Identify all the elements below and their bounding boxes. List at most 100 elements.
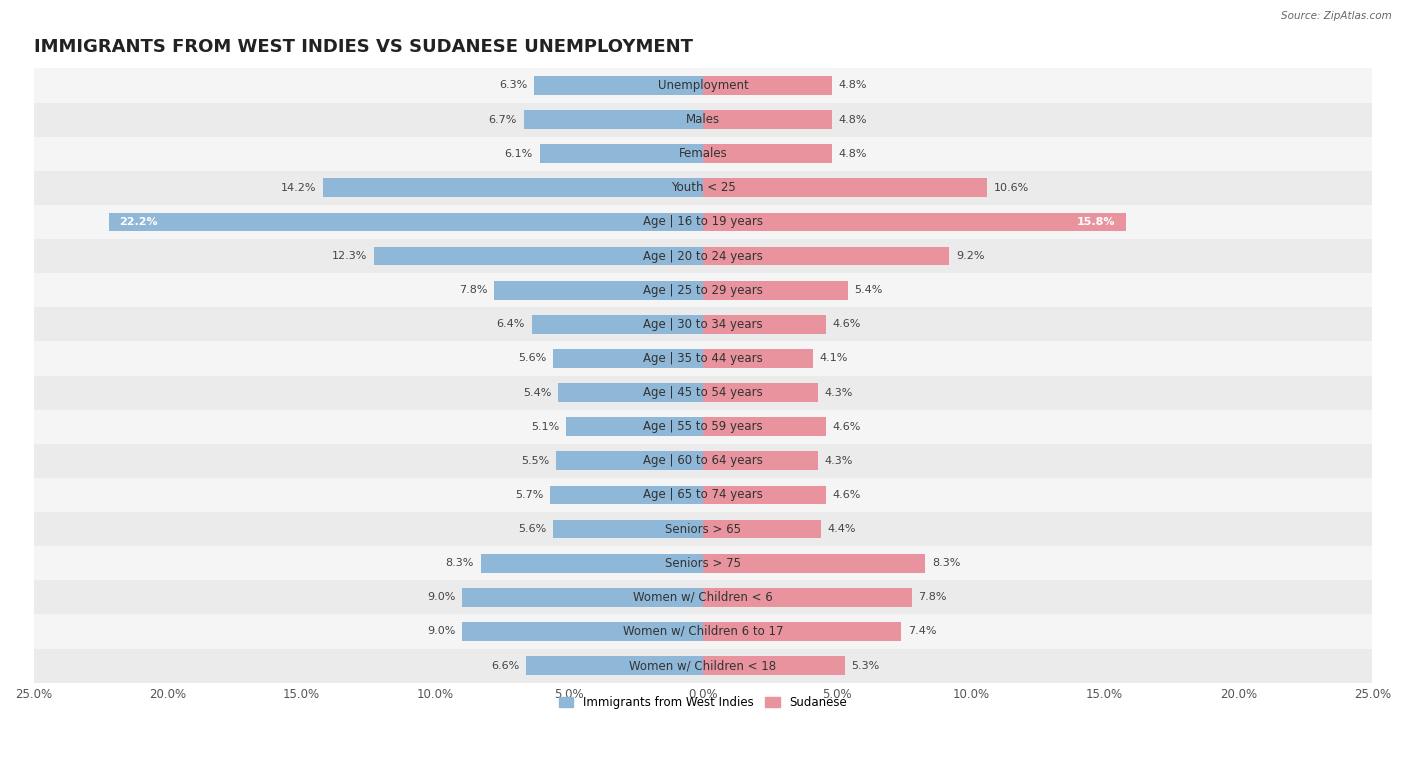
Text: Age | 45 to 54 years: Age | 45 to 54 years: [643, 386, 763, 399]
Text: 6.4%: 6.4%: [496, 319, 524, 329]
Text: 6.7%: 6.7%: [488, 114, 517, 125]
Bar: [540, 145, 703, 163]
Text: 7.8%: 7.8%: [458, 285, 488, 295]
Text: Age | 35 to 44 years: Age | 35 to 44 years: [643, 352, 763, 365]
Bar: [34, 410, 1372, 444]
Bar: [523, 111, 703, 129]
Bar: [34, 341, 1372, 375]
Bar: [463, 622, 703, 641]
Text: Seniors > 65: Seniors > 65: [665, 522, 741, 536]
Text: 8.3%: 8.3%: [446, 558, 474, 569]
Bar: [703, 622, 901, 641]
Bar: [555, 451, 703, 470]
Bar: [34, 239, 1372, 273]
Bar: [34, 478, 1372, 512]
Text: 15.8%: 15.8%: [1077, 217, 1115, 227]
Bar: [703, 349, 813, 368]
Bar: [558, 383, 703, 402]
Bar: [34, 512, 1372, 546]
Bar: [481, 554, 703, 572]
Bar: [553, 349, 703, 368]
Bar: [34, 444, 1372, 478]
Bar: [34, 273, 1372, 307]
Bar: [703, 281, 848, 300]
Bar: [703, 179, 987, 198]
Text: 4.8%: 4.8%: [838, 114, 866, 125]
Text: Youth < 25: Youth < 25: [671, 182, 735, 195]
Text: 7.4%: 7.4%: [908, 627, 936, 637]
Text: Women w/ Children < 18: Women w/ Children < 18: [630, 659, 776, 672]
Text: 5.4%: 5.4%: [855, 285, 883, 295]
Bar: [553, 520, 703, 538]
Text: Age | 55 to 59 years: Age | 55 to 59 years: [643, 420, 763, 433]
Bar: [550, 485, 703, 504]
Bar: [463, 588, 703, 606]
Text: Unemployment: Unemployment: [658, 79, 748, 92]
Bar: [526, 656, 703, 675]
Text: 5.3%: 5.3%: [852, 661, 880, 671]
Text: Age | 30 to 34 years: Age | 30 to 34 years: [643, 318, 763, 331]
Bar: [531, 315, 703, 334]
Bar: [703, 213, 1126, 232]
Bar: [34, 615, 1372, 649]
Bar: [703, 554, 925, 572]
Text: 4.3%: 4.3%: [825, 456, 853, 466]
Text: 9.0%: 9.0%: [427, 592, 456, 603]
Text: 9.0%: 9.0%: [427, 627, 456, 637]
Text: 14.2%: 14.2%: [281, 183, 316, 193]
Bar: [34, 581, 1372, 615]
Text: 5.1%: 5.1%: [531, 422, 560, 431]
Text: Females: Females: [679, 147, 727, 160]
Bar: [374, 247, 703, 266]
Text: Women w/ Children < 6: Women w/ Children < 6: [633, 590, 773, 604]
Text: Age | 16 to 19 years: Age | 16 to 19 years: [643, 216, 763, 229]
Bar: [534, 76, 703, 95]
Text: 12.3%: 12.3%: [332, 251, 367, 261]
Bar: [703, 656, 845, 675]
Text: 7.8%: 7.8%: [918, 592, 948, 603]
Text: 4.8%: 4.8%: [838, 148, 866, 159]
Bar: [703, 588, 912, 606]
Bar: [34, 546, 1372, 581]
Bar: [567, 417, 703, 436]
Bar: [703, 520, 821, 538]
Bar: [703, 111, 831, 129]
Bar: [703, 247, 949, 266]
Text: 4.3%: 4.3%: [825, 388, 853, 397]
Bar: [703, 451, 818, 470]
Bar: [703, 315, 827, 334]
Text: 8.3%: 8.3%: [932, 558, 960, 569]
Bar: [703, 417, 827, 436]
Bar: [494, 281, 703, 300]
Bar: [34, 649, 1372, 683]
Text: 5.6%: 5.6%: [517, 354, 547, 363]
Bar: [34, 68, 1372, 102]
Text: 4.4%: 4.4%: [828, 524, 856, 534]
Bar: [34, 102, 1372, 136]
Text: 6.1%: 6.1%: [505, 148, 533, 159]
Bar: [703, 485, 827, 504]
Text: 6.6%: 6.6%: [491, 661, 520, 671]
Bar: [108, 213, 703, 232]
Text: 9.2%: 9.2%: [956, 251, 984, 261]
Text: 22.2%: 22.2%: [120, 217, 157, 227]
Text: Seniors > 75: Seniors > 75: [665, 556, 741, 570]
Text: 10.6%: 10.6%: [994, 183, 1029, 193]
Bar: [34, 171, 1372, 205]
Bar: [703, 145, 831, 163]
Text: Age | 60 to 64 years: Age | 60 to 64 years: [643, 454, 763, 467]
Text: Age | 20 to 24 years: Age | 20 to 24 years: [643, 250, 763, 263]
Bar: [34, 205, 1372, 239]
Text: Males: Males: [686, 113, 720, 126]
Text: 4.1%: 4.1%: [820, 354, 848, 363]
Text: Age | 65 to 74 years: Age | 65 to 74 years: [643, 488, 763, 501]
Bar: [703, 383, 818, 402]
Text: 5.7%: 5.7%: [515, 490, 544, 500]
Text: 5.6%: 5.6%: [517, 524, 547, 534]
Text: Age | 25 to 29 years: Age | 25 to 29 years: [643, 284, 763, 297]
Bar: [34, 307, 1372, 341]
Text: 6.3%: 6.3%: [499, 80, 527, 90]
Text: IMMIGRANTS FROM WEST INDIES VS SUDANESE UNEMPLOYMENT: IMMIGRANTS FROM WEST INDIES VS SUDANESE …: [34, 38, 693, 56]
Text: 5.4%: 5.4%: [523, 388, 551, 397]
Bar: [34, 136, 1372, 171]
